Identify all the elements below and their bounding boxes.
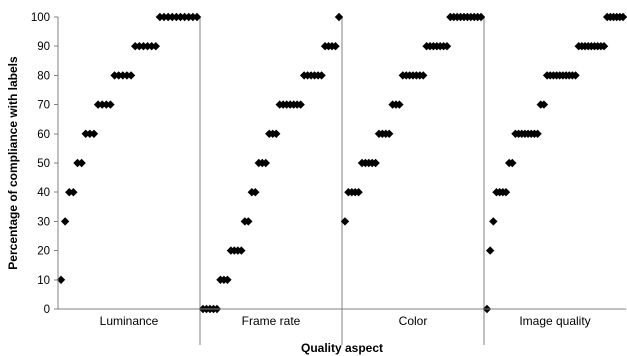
- data-point: [371, 158, 380, 168]
- data-point: [489, 217, 498, 226]
- y-tick-label: 80: [37, 70, 50, 82]
- y-tick-label: 0: [44, 304, 50, 316]
- data-point: [317, 71, 326, 80]
- data-point: [251, 188, 260, 197]
- data-point: [244, 217, 253, 226]
- data-point: [331, 42, 340, 51]
- data-point: [237, 246, 246, 255]
- category-separators: [199, 17, 485, 345]
- y-tick-label: 70: [37, 100, 50, 112]
- data-point: [89, 129, 99, 138]
- data-point: [60, 217, 70, 226]
- data-point: [192, 12, 202, 22]
- data-point: [354, 188, 363, 197]
- data-point: [261, 158, 270, 168]
- x-axis-title: Quality aspect: [301, 341, 383, 355]
- y-tick-label: 30: [37, 216, 50, 228]
- data-point: [69, 188, 78, 197]
- data-point: [539, 100, 549, 109]
- data-point: [533, 129, 542, 138]
- data-point: [272, 129, 281, 138]
- data-point: [395, 100, 404, 109]
- data-point: [385, 129, 394, 138]
- data-point: [618, 12, 627, 22]
- y-tick-label: 90: [37, 41, 50, 53]
- y-axis-title: Percentage of compliance with labels: [6, 56, 20, 270]
- data-point: [56, 275, 66, 284]
- data-point: [340, 217, 350, 226]
- data-point: [151, 42, 160, 51]
- x-category-label: Color: [399, 314, 428, 328]
- data-point: [419, 71, 428, 80]
- y-tick-label: 10: [37, 275, 50, 287]
- y-tick-label: 40: [37, 187, 50, 199]
- x-category-label: Image quality: [519, 314, 590, 328]
- y-tick-label: 100: [31, 12, 50, 24]
- data-markers: [56, 12, 627, 314]
- y-axis-ticks: 0 10 20 30 40 50 60 70 80 90 100: [31, 12, 58, 316]
- data-point: [77, 158, 86, 168]
- data-point: [106, 100, 115, 109]
- y-tick-label: 60: [37, 129, 50, 141]
- data-point: [126, 71, 136, 80]
- x-category-label: Luminance: [100, 314, 159, 328]
- data-point: [442, 42, 452, 51]
- x-axis-category-labels: Luminance Frame rate Color Image quality: [100, 314, 591, 328]
- data-point: [334, 12, 344, 22]
- data-point: [476, 12, 486, 22]
- data-point: [223, 275, 232, 284]
- y-tick-label: 50: [37, 158, 50, 170]
- x-category-label: Frame rate: [242, 314, 301, 328]
- data-point: [508, 158, 517, 168]
- data-point: [599, 42, 609, 51]
- data-point: [571, 71, 580, 80]
- y-tick-label: 20: [37, 246, 50, 258]
- data-point: [296, 100, 305, 109]
- data-point: [501, 188, 511, 197]
- data-point: [485, 246, 495, 255]
